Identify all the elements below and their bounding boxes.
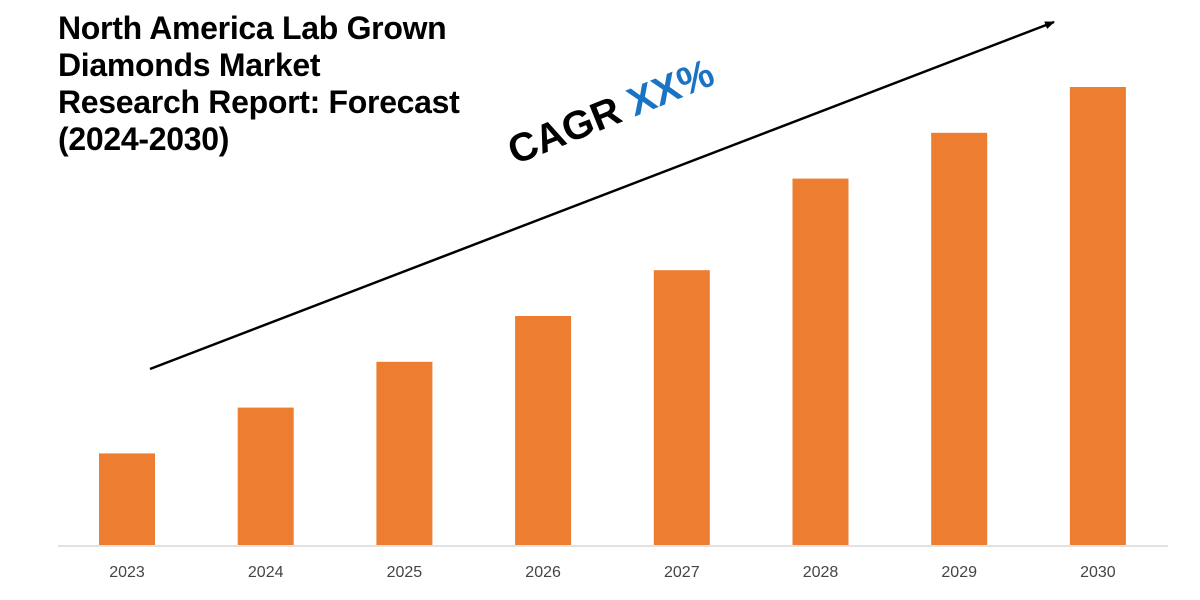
bar-2023 (99, 453, 155, 545)
x-tick-label-2029: 2029 (941, 564, 977, 581)
bar-2024 (237, 407, 294, 545)
bars-layer (99, 87, 1126, 546)
bar-2030 (1069, 87, 1126, 545)
chart-title: North America Lab Grown Diamonds Market … (58, 10, 498, 158)
x-tick-label-2025: 2025 (387, 564, 423, 581)
x-tick-label-2030: 2030 (1080, 564, 1116, 581)
bar-2029 (931, 132, 988, 546)
bar-2027 (653, 270, 710, 545)
chart-title-line-3: Research Report: Forecast (58, 84, 460, 120)
chart-title-line-2: Diamonds Market (58, 47, 321, 83)
x-tick-label-2027: 2027 (664, 564, 700, 581)
x-tick-label-2024: 2024 (248, 564, 284, 581)
bar-2025 (376, 361, 433, 545)
chart-title-line-1: North America Lab Grown (58, 10, 447, 46)
trend-arrow (149, 20, 1055, 371)
chart-title-line-4: (2024-2030) (58, 121, 230, 157)
x-tick-labels: 2023 2024 2025 2026 2027 2028 2029 2030 (109, 564, 1116, 581)
x-tick-label-2028: 2028 (803, 564, 839, 581)
x-tick-label-2026: 2026 (525, 564, 561, 581)
x-tick-label-2023: 2023 (109, 564, 145, 581)
bar-2026 (515, 316, 572, 545)
bar-2028 (792, 178, 849, 545)
